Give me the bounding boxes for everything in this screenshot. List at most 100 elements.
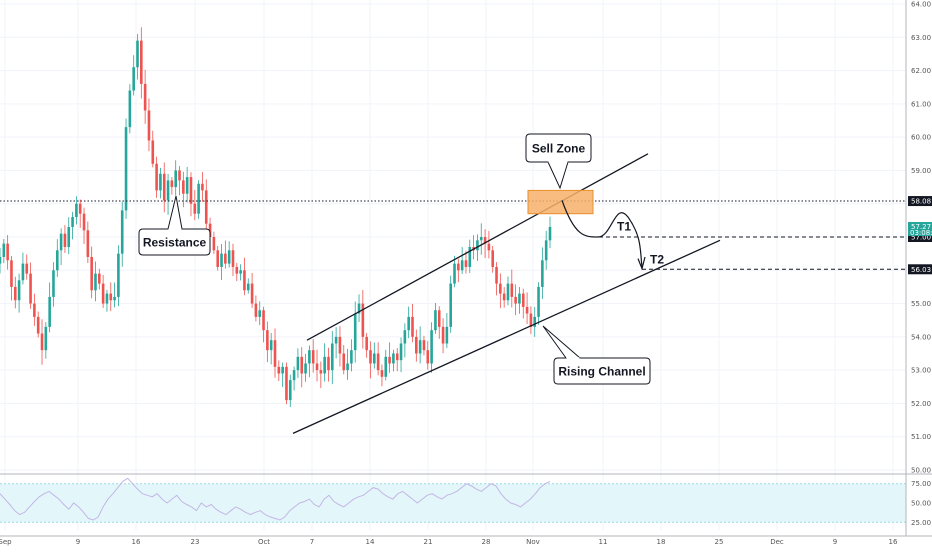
candle-body bbox=[216, 250, 220, 267]
candle-body bbox=[304, 363, 307, 374]
candle-body bbox=[254, 303, 258, 317]
candle-body bbox=[151, 140, 155, 164]
level-badge bbox=[908, 196, 932, 207]
candle-body bbox=[327, 356, 330, 371]
candle-body bbox=[124, 127, 128, 211]
x-tick-label: 28 bbox=[482, 538, 491, 546]
current-price-label: 57.27 bbox=[911, 223, 931, 231]
x-tick-label: 25 bbox=[715, 538, 724, 546]
candle-body bbox=[220, 253, 223, 267]
countdown-label: 03:08:07 bbox=[910, 229, 932, 237]
candle-body bbox=[502, 293, 506, 301]
rising-channel-callout-pointer bbox=[542, 325, 581, 359]
t2-label: T2 bbox=[650, 253, 664, 267]
y-tick-label: 62.00 bbox=[911, 67, 931, 75]
candle-body bbox=[17, 280, 21, 301]
level-badge bbox=[908, 232, 932, 242]
candle-body bbox=[212, 237, 216, 251]
resistance-callout: Resistance bbox=[138, 195, 211, 256]
candle-body bbox=[548, 227, 552, 241]
candle-body bbox=[63, 233, 67, 247]
candle-body bbox=[120, 210, 124, 254]
candle-body bbox=[250, 283, 254, 304]
candle-body bbox=[204, 190, 208, 224]
candle-body bbox=[75, 203, 78, 218]
candle-body bbox=[113, 296, 116, 301]
candle-body bbox=[449, 283, 452, 327]
candle-body bbox=[460, 260, 464, 271]
candle-body bbox=[201, 183, 204, 191]
candle-body bbox=[29, 273, 32, 304]
candle-body bbox=[269, 340, 273, 351]
y-tick-label: 53.00 bbox=[911, 367, 931, 375]
candle-body bbox=[407, 316, 410, 331]
t1-label: T1 bbox=[617, 219, 631, 233]
y-tick-label: 50.00 bbox=[911, 467, 931, 475]
candle-body bbox=[285, 366, 288, 401]
level-badge bbox=[908, 264, 932, 275]
rising-channel-callout-box bbox=[553, 357, 651, 385]
candle-body bbox=[189, 177, 193, 204]
candle-body bbox=[170, 180, 174, 188]
rsi-tick-label: 75.00 bbox=[911, 480, 931, 488]
x-tick-label: Nov bbox=[526, 538, 540, 546]
candle-body bbox=[529, 313, 533, 327]
candle-body bbox=[182, 180, 185, 194]
candle-body bbox=[166, 180, 170, 201]
candle-body bbox=[94, 273, 97, 291]
candle-body bbox=[86, 230, 90, 257]
sell-zone-callout: Sell Zone bbox=[525, 133, 592, 190]
candle-body bbox=[453, 263, 456, 284]
candle-body bbox=[147, 110, 151, 141]
candle-body bbox=[13, 286, 17, 301]
candle-body bbox=[510, 283, 514, 297]
candle-body bbox=[44, 326, 48, 351]
candle-body bbox=[487, 243, 491, 251]
candle-body bbox=[365, 336, 368, 351]
resistance-callout-box bbox=[138, 228, 211, 256]
candle-body bbox=[227, 250, 231, 264]
x-tick-label: 11 bbox=[599, 538, 608, 546]
candle-body bbox=[300, 356, 304, 374]
candle-body bbox=[376, 353, 380, 371]
candle-body bbox=[40, 333, 44, 351]
candle-body bbox=[308, 350, 311, 364]
candle-body bbox=[353, 313, 357, 351]
sell-zone-callout-pointer bbox=[547, 161, 569, 190]
x-tick-label: 18 bbox=[657, 538, 666, 546]
candles bbox=[0, 27, 552, 407]
candle-body bbox=[392, 353, 395, 364]
candle-body bbox=[437, 310, 441, 327]
x-tick-label: 7 bbox=[310, 538, 314, 546]
candle-body bbox=[258, 310, 262, 317]
candle-body bbox=[243, 270, 246, 291]
candle-body bbox=[525, 306, 529, 314]
rsi-band bbox=[0, 483, 906, 523]
x-tick-label: 14 bbox=[366, 538, 375, 546]
candle-body bbox=[479, 237, 483, 241]
horizontal-levels bbox=[0, 200, 906, 270]
candle-body bbox=[55, 250, 59, 271]
candle-body bbox=[224, 253, 227, 264]
x-tick-label: 16 bbox=[889, 538, 898, 546]
candle-body bbox=[514, 296, 517, 304]
channel-lower-line bbox=[292, 239, 721, 434]
candle-body bbox=[208, 223, 212, 237]
candle-body bbox=[403, 330, 407, 344]
candle-body bbox=[48, 296, 51, 327]
candle-body bbox=[71, 217, 74, 228]
candle-body bbox=[109, 293, 113, 301]
candle-body bbox=[476, 240, 479, 251]
candle-body bbox=[315, 363, 319, 371]
y-tick-label: 54.00 bbox=[911, 333, 931, 341]
y-tick-label: 52.00 bbox=[911, 400, 931, 408]
rsi-tick-label: 50.00 bbox=[911, 500, 931, 508]
candle-body bbox=[21, 263, 25, 281]
candle-body bbox=[281, 366, 284, 374]
rising-channel-callout-label: Rising Channel bbox=[558, 365, 645, 379]
x-tick-label: 9 bbox=[76, 538, 80, 546]
candle-body bbox=[464, 260, 468, 267]
candle-body bbox=[52, 270, 55, 297]
sell-zone-callout-label: Sell Zone bbox=[532, 142, 586, 156]
